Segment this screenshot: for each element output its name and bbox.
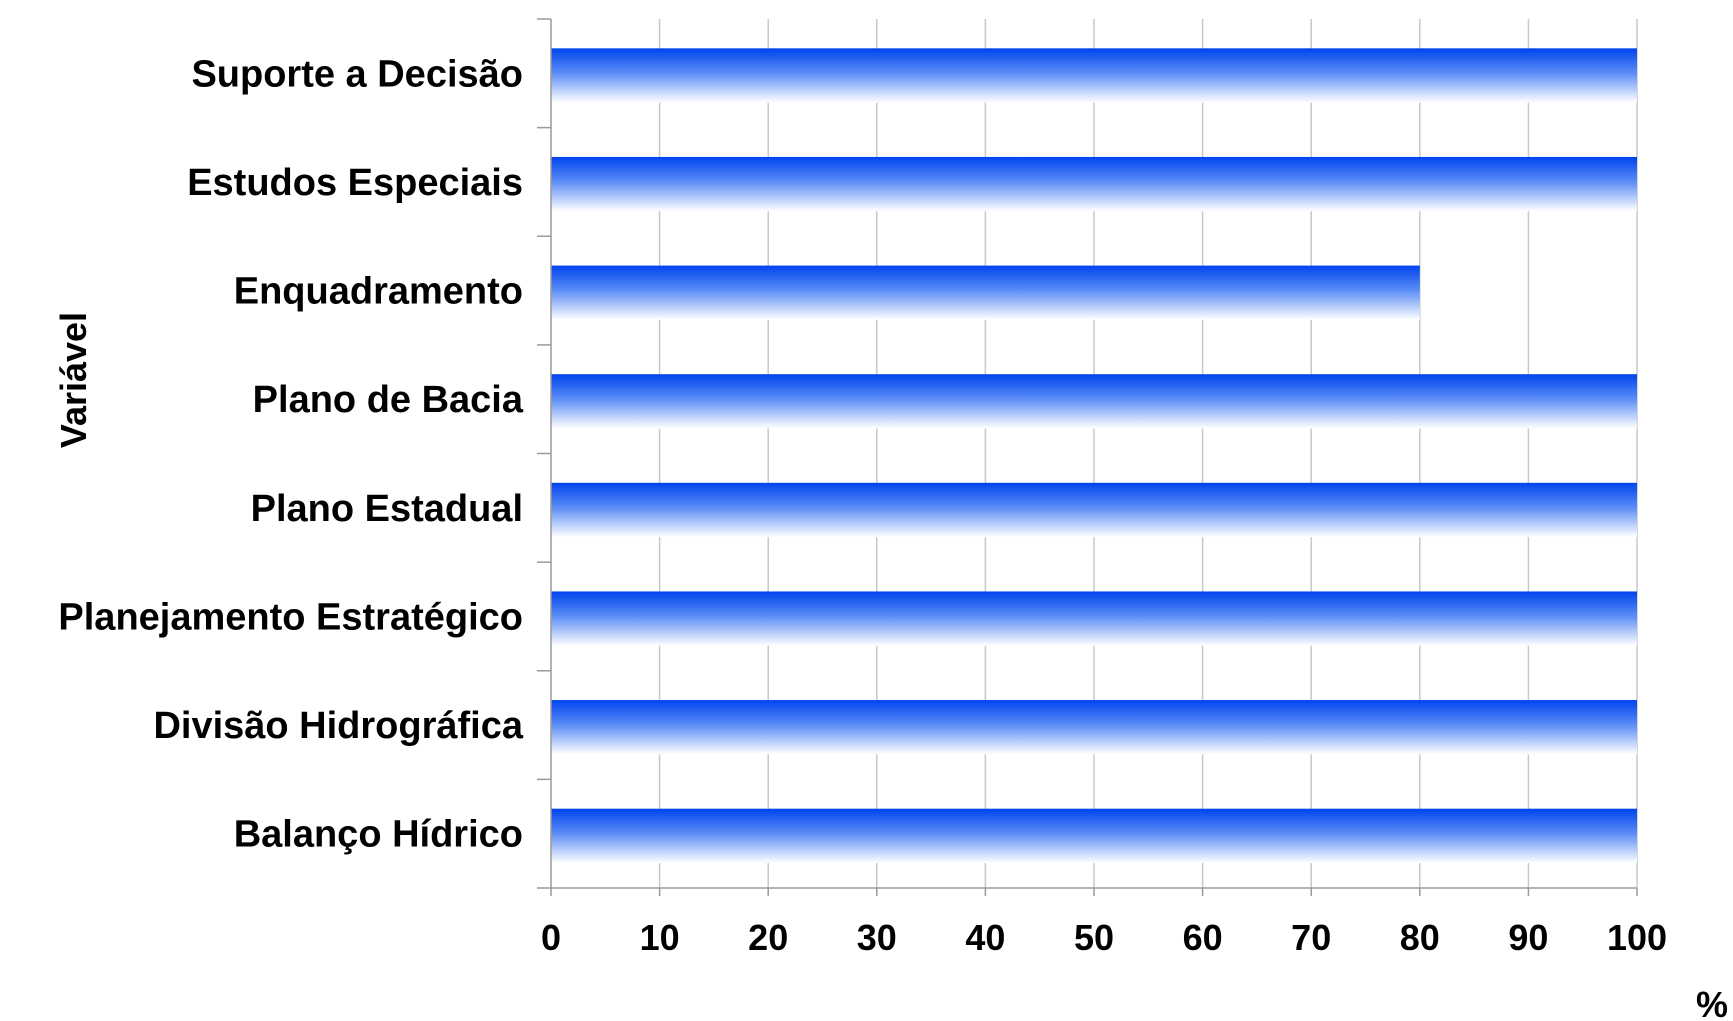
category-label: Plano de Bacia bbox=[253, 379, 524, 421]
x-tick-label: 60 bbox=[1183, 917, 1223, 958]
bar bbox=[551, 48, 1637, 103]
bar bbox=[551, 265, 1420, 320]
bar bbox=[551, 808, 1637, 864]
bar bbox=[551, 591, 1637, 646]
gridlines bbox=[658, 19, 1638, 888]
bar bbox=[551, 482, 1637, 538]
x-tick-labels: 0 10 20 30 40 50 60 70 80 90 100 bbox=[541, 917, 1667, 958]
x-tick-label: 100 bbox=[1607, 917, 1667, 958]
y-axis-title: Variável bbox=[53, 312, 94, 448]
category-label: Plano Estadual bbox=[251, 488, 523, 530]
category-label: Suporte a Decisão bbox=[191, 53, 523, 95]
category-label: Divisão Hidrográfica bbox=[153, 705, 523, 747]
x-tick-label: 50 bbox=[1074, 917, 1114, 958]
x-tick-label: 40 bbox=[965, 917, 1005, 958]
x-tick-label: 90 bbox=[1508, 917, 1548, 958]
x-tick-label: 70 bbox=[1291, 917, 1331, 958]
category-label: Planejamento Estratégico bbox=[58, 596, 523, 638]
category-label: Enquadramento bbox=[234, 271, 523, 313]
bar bbox=[551, 700, 1637, 755]
bars bbox=[551, 48, 1637, 864]
bar bbox=[551, 156, 1637, 212]
x-tick-label: 20 bbox=[748, 917, 788, 958]
category-labels: Suporte a Decisão Estudos Especiais Enquad… bbox=[58, 53, 523, 855]
x-tick-label: 10 bbox=[640, 917, 680, 958]
x-tick-label: 30 bbox=[857, 917, 897, 958]
category-label: Estudos Especiais bbox=[187, 162, 523, 204]
x-tick-label: 80 bbox=[1400, 917, 1440, 958]
axes bbox=[537, 18, 1638, 896]
x-axis-title: % bbox=[1696, 984, 1728, 1021]
x-tick-label: 0 bbox=[541, 917, 561, 958]
bar bbox=[551, 374, 1637, 429]
category-label: Balanço Hídrico bbox=[234, 814, 523, 856]
